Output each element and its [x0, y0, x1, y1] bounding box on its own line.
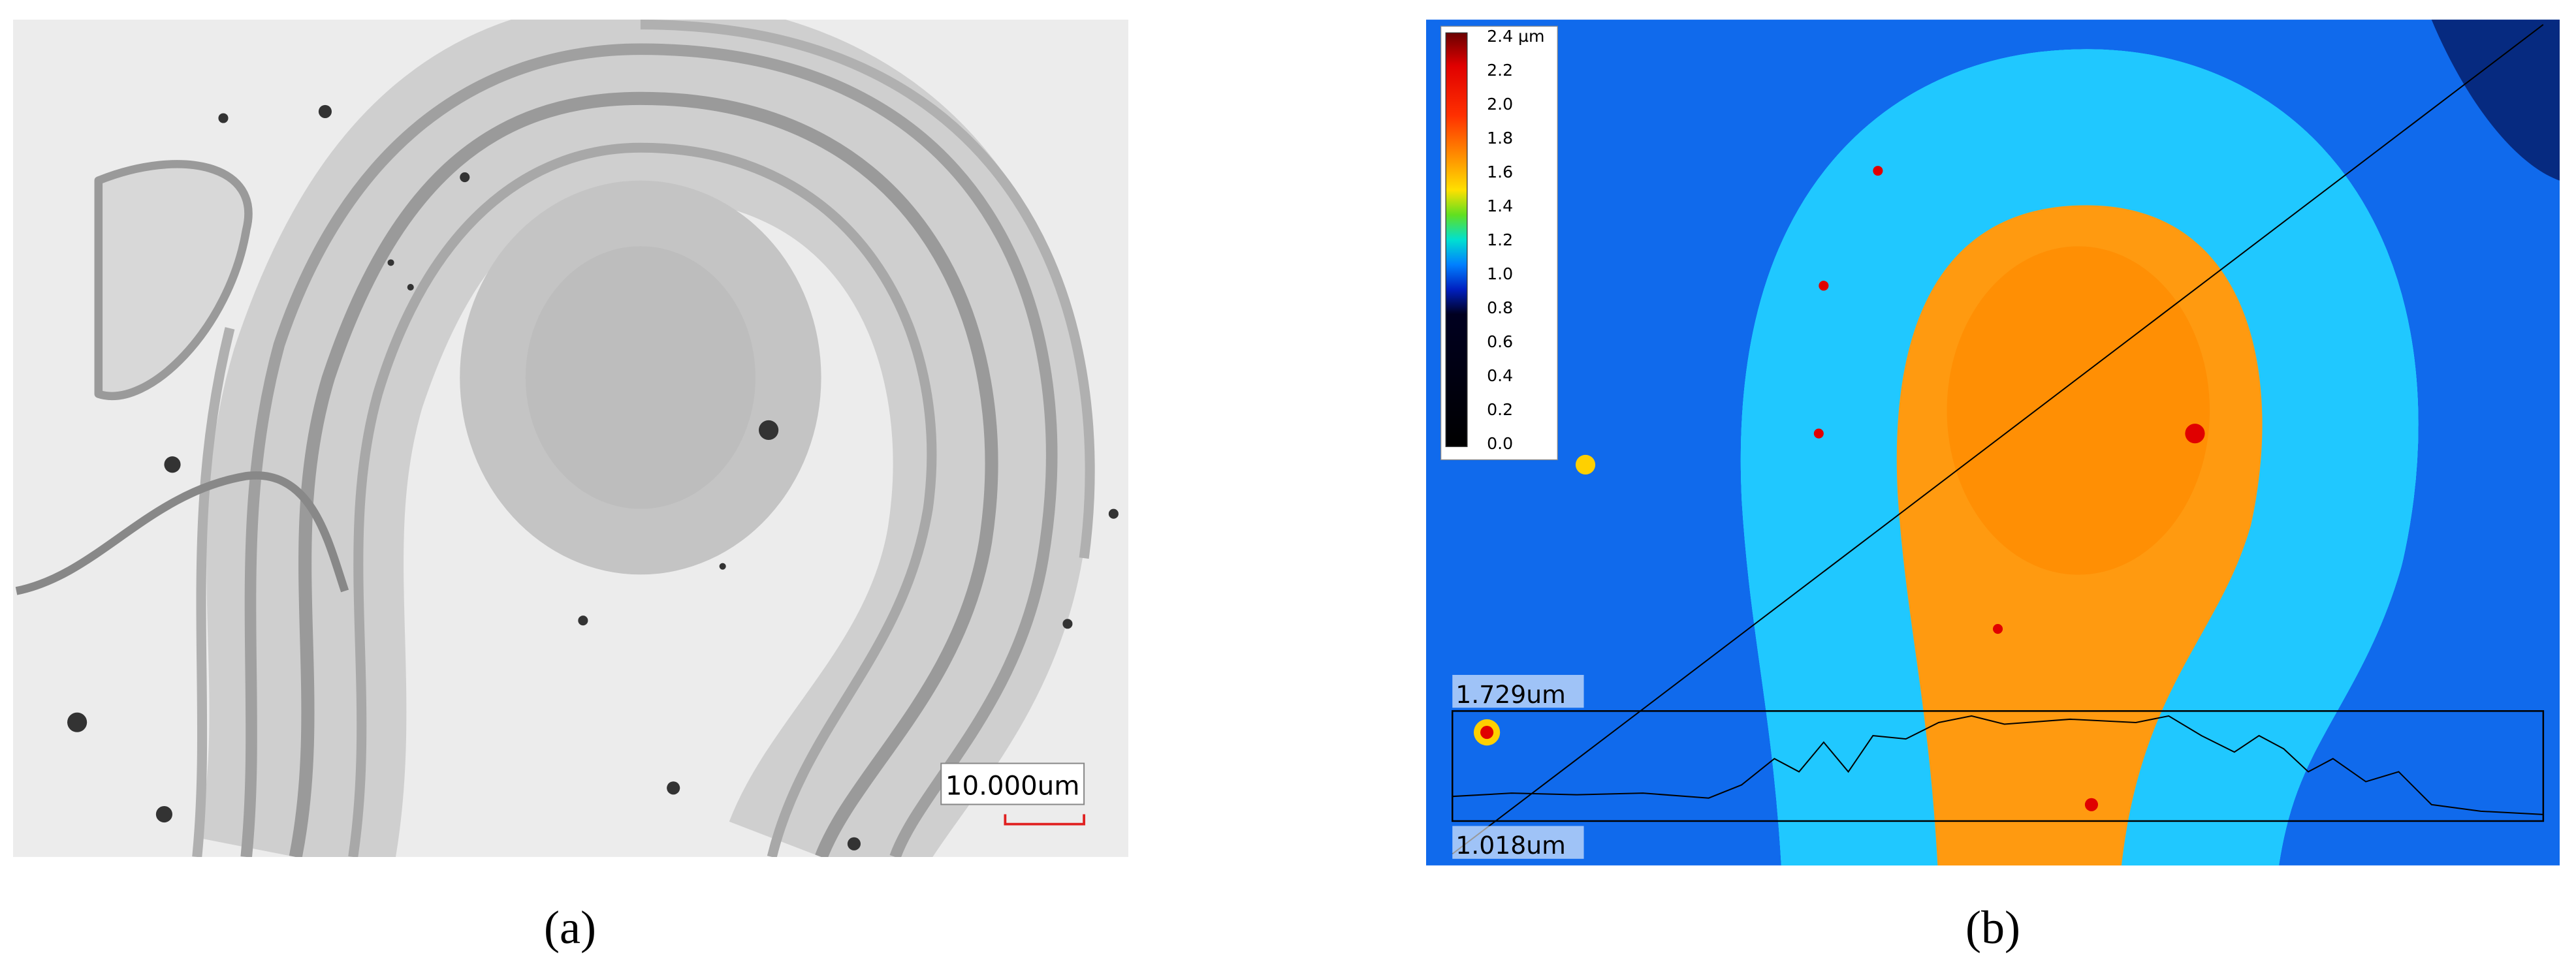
- colorbar-tick-label: 0.6: [1487, 332, 1513, 351]
- colorbar-tick-label: 1.8: [1487, 129, 1513, 148]
- colorbar-tick-label: 1.2: [1487, 230, 1513, 249]
- height-map: 2.4 µm 2.2 2.0 1.8 1.6 1.4 1.2 1.0 0.8 0.6 0.4 0.2 0…: [1426, 20, 2560, 865]
- colorbar-tick-label: 1.0: [1487, 264, 1513, 283]
- colorbar-tick-label: 0.2: [1487, 400, 1513, 419]
- scale-bar: [1004, 814, 1085, 826]
- scale-bar-label: 10.000um: [946, 771, 1079, 801]
- panel-label: (b): [1965, 901, 2020, 954]
- colorbar-tick-label: 2.2: [1487, 61, 1513, 80]
- colorbar-tick-label: 0.8: [1487, 298, 1513, 317]
- colorbar-tick-label: 0.4: [1487, 366, 1513, 385]
- colorbar-tick-label: 2.0: [1487, 95, 1513, 114]
- colorbar-tick-label: 0.0: [1487, 434, 1513, 453]
- profile-min: 1.018um: [1455, 831, 1566, 860]
- colorbar-tick-label: 2.4 µm: [1487, 27, 1544, 46]
- colorbar-tick-label: 1.4: [1487, 196, 1513, 215]
- profile-max: 1.729um: [1455, 680, 1566, 709]
- colorbar-tick-label: 1.6: [1487, 163, 1513, 181]
- micrograph: 10.000um: [13, 20, 1128, 857]
- panel-label: (a): [544, 901, 596, 954]
